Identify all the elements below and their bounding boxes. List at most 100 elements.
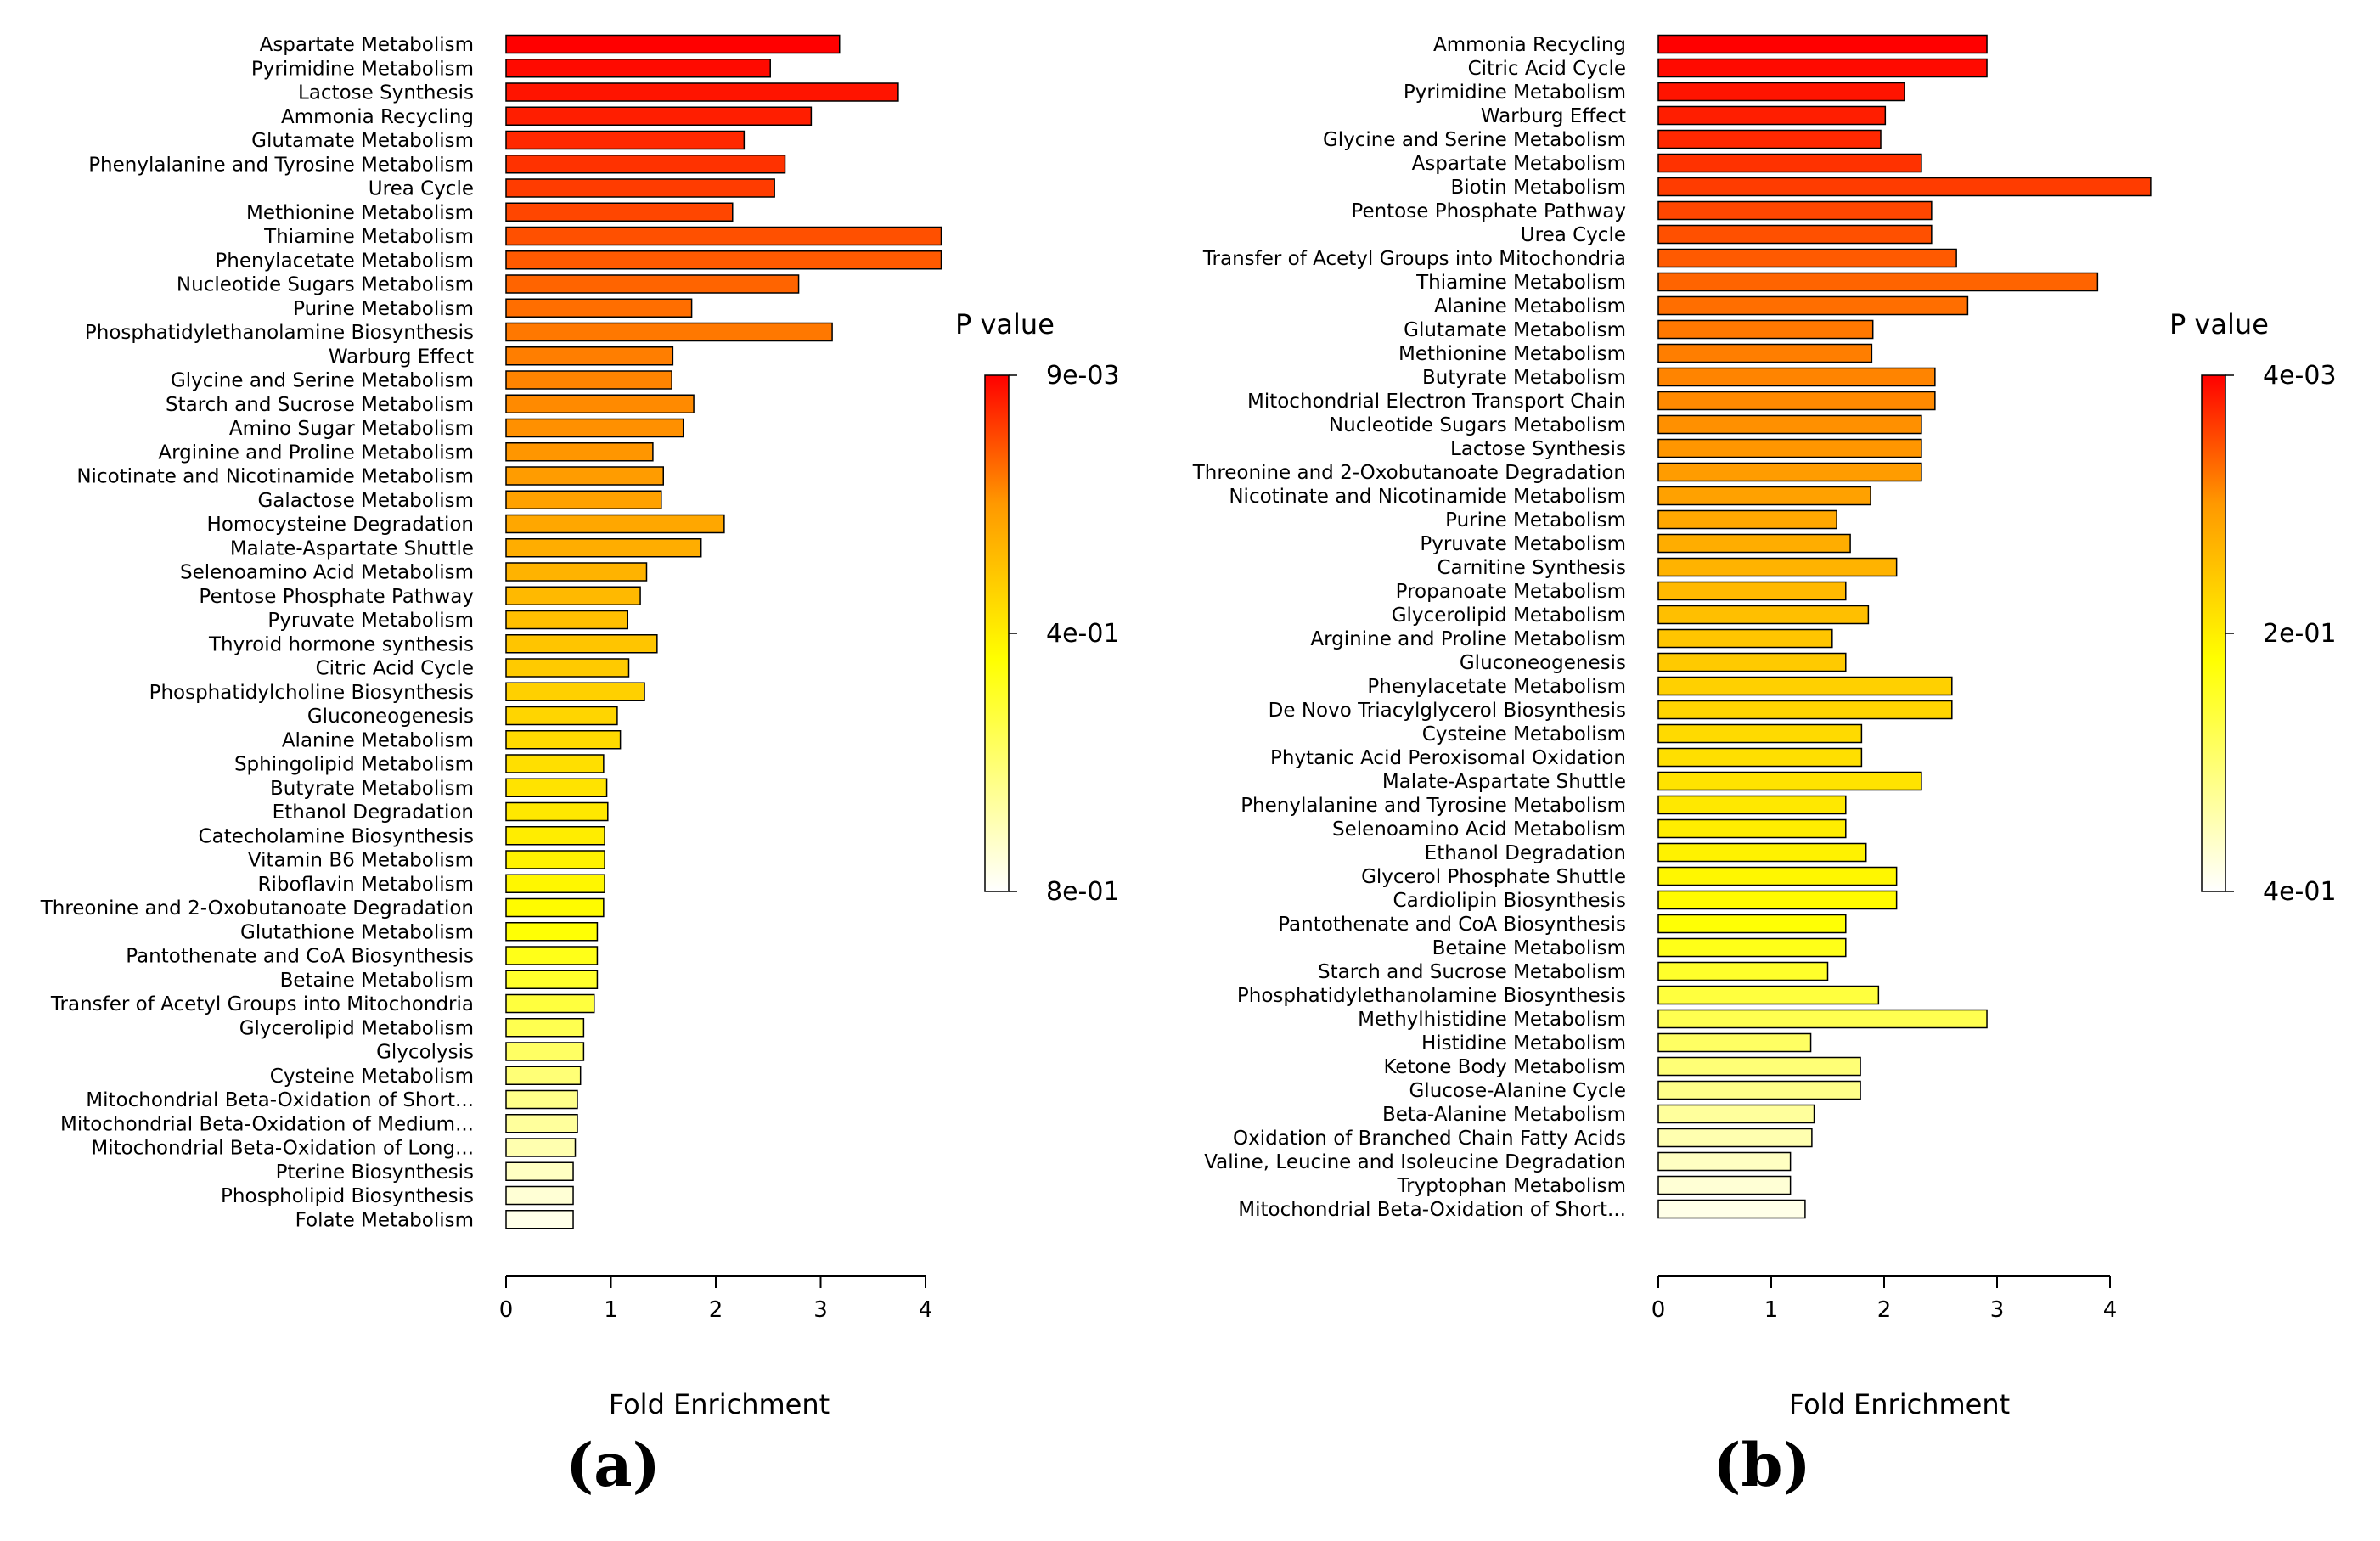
bar: [1657, 129, 1882, 149]
legend-tick-label: 2e-01: [2263, 619, 2337, 649]
x-tick-label: 1: [1764, 1297, 1779, 1323]
category-label: Ammonia Recycling: [281, 106, 474, 128]
bar: [1657, 58, 1988, 78]
bar: [505, 202, 734, 222]
bar: [1657, 533, 1851, 554]
bar: [505, 514, 725, 534]
category-label: Pentose Phosphate Pathway: [1351, 200, 1626, 222]
bar: [505, 1114, 578, 1133]
category-label: Nucleotide Sugars Metabolism: [1329, 414, 1626, 436]
category-label: Purine Metabolism: [293, 298, 474, 320]
bar: [1657, 890, 1898, 910]
legend-tick-label: 4e-01: [2263, 877, 2337, 907]
x-axis-title: Fold Enrichment: [1789, 1388, 2010, 1420]
bar: [1657, 747, 1863, 768]
category-label: Glutamate Metabolism: [1404, 319, 1626, 341]
bar: [1657, 224, 1933, 245]
category-label: Biotin Metabolism: [1451, 177, 1626, 199]
bar: [505, 178, 775, 198]
category-label: Glycerolipid Metabolism: [239, 1017, 474, 1039]
bar: [505, 897, 605, 918]
bar: [505, 106, 813, 126]
category-label: Catecholamine Biosynthesis: [199, 825, 474, 847]
bar: [1657, 414, 1922, 435]
legend-tick-label: 4e-01: [1046, 619, 1120, 649]
bar: [505, 538, 702, 558]
category-label: Phospholipid Biosynthesis: [221, 1185, 474, 1207]
bar: [1657, 343, 1873, 363]
category-label: Aspartate Metabolism: [1412, 153, 1626, 175]
bar: [505, 1089, 578, 1110]
bar: [505, 658, 630, 678]
category-label: Malate-Aspartate Shuttle: [230, 537, 474, 560]
bar: [1657, 985, 1880, 1005]
bar: [1657, 628, 1833, 649]
legend-tick-label: 8e-01: [1046, 877, 1120, 907]
category-label: Mitochondrial Beta-Oxidation of Short...: [1238, 1199, 1626, 1221]
category-label: Methionine Metabolism: [246, 202, 474, 224]
bar: [1657, 557, 1898, 577]
bar: [1657, 842, 1867, 863]
bar: [505, 490, 662, 509]
category-label: Riboflavin Metabolism: [258, 874, 474, 896]
category-label: Phenylacetate Metabolism: [215, 250, 474, 272]
bar: [505, 226, 942, 246]
category-label: Sphingolipid Metabolism: [234, 754, 474, 776]
category-label: Transfer of Acetyl Groups into Mitochond…: [50, 993, 474, 1015]
bar: [505, 394, 695, 413]
bar: [505, 1210, 574, 1229]
category-label: Phosphatidylethanolamine Biosynthesis: [85, 322, 474, 344]
legend-colorbar: [984, 374, 1010, 892]
bar: [505, 298, 693, 318]
bar: [505, 706, 618, 726]
category-label: Betaine Metabolism: [280, 970, 474, 992]
x-tick-label: 2: [1877, 1297, 1892, 1323]
category-label: Glutamate Metabolism: [251, 130, 474, 152]
category-label: Threonine and 2-Oxobutanoate Degradation: [40, 897, 474, 920]
x-tick-label: 4: [919, 1297, 933, 1323]
bar: [505, 993, 595, 1014]
bar: [505, 466, 664, 486]
x-tick-label: 0: [1651, 1297, 1666, 1323]
category-label: Ethanol Degradation: [1425, 842, 1626, 864]
category-label: Ketone Body Metabolism: [1383, 1056, 1626, 1078]
bar: [505, 970, 599, 989]
category-label: Malate-Aspartate Shuttle: [1382, 771, 1626, 793]
category-label: Butyrate Metabolism: [270, 778, 474, 800]
panel-label: (a): [565, 1430, 661, 1500]
bar: [505, 1042, 585, 1061]
bar: [505, 874, 605, 893]
category-label: Glycerol Phosphate Shuttle: [1361, 866, 1626, 888]
category-label: Alanine Metabolism: [282, 729, 474, 751]
bar: [1657, 200, 1933, 221]
category-label: Homocysteine Degradation: [207, 514, 474, 536]
category-label: Thiamine Metabolism: [263, 226, 474, 248]
category-label: Selenoamino Acid Metabolism: [180, 562, 474, 584]
category-label: Folate Metabolism: [295, 1209, 474, 1231]
bar: [1657, 105, 1887, 126]
bar: [505, 1185, 574, 1206]
bar: [505, 682, 645, 701]
category-label: Glycine and Serine Metabolism: [1323, 129, 1626, 151]
x-tick-label: 4: [2103, 1297, 2118, 1323]
bar: [505, 610, 629, 630]
category-label: Urea Cycle: [369, 178, 474, 200]
bar: [1657, 1032, 1812, 1053]
category-label: Selenoamino Acid Metabolism: [1332, 818, 1626, 841]
category-label: Phosphatidylethanolamine Biosynthesis: [1237, 985, 1626, 1007]
category-label: Mitochondrial Electron Transport Chain: [1247, 391, 1626, 413]
legend-title: P value: [955, 308, 1055, 340]
category-label: Glutathione Metabolism: [240, 921, 474, 943]
bar: [505, 34, 841, 54]
bar: [505, 59, 771, 78]
bar: [1657, 1128, 1813, 1148]
bar: [505, 322, 833, 342]
bar: [1657, 295, 1969, 316]
bar: [505, 754, 605, 773]
bar: [505, 370, 672, 390]
category-label: Pyruvate Metabolism: [1420, 533, 1626, 555]
category-label: Starch and Sucrose Metabolism: [166, 394, 474, 416]
bar: [505, 946, 599, 965]
category-label: Gluconeogenesis: [1460, 652, 1626, 674]
